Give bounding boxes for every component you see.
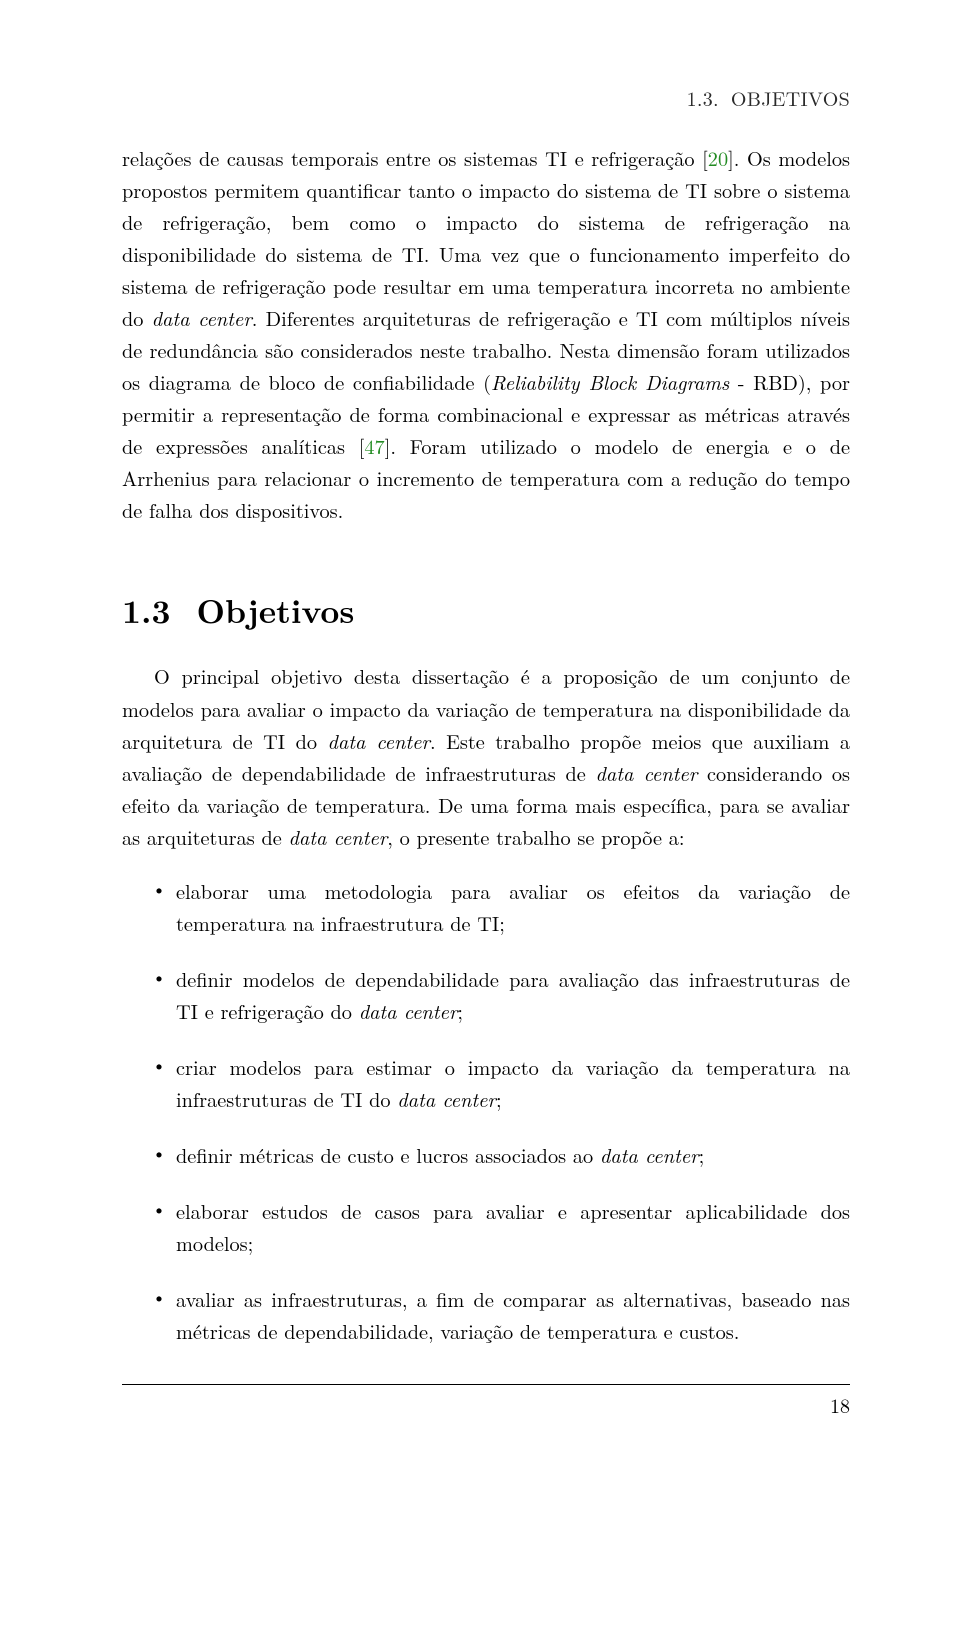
body-paragraph: relações de causas temporais entre os si… [122, 142, 850, 527]
text-fragment: elaborar estudos de casos para avaliar e… [176, 1196, 850, 1257]
italic-term: data center [328, 726, 430, 755]
list-item: criar modelos para estimar o impacto da … [158, 1051, 850, 1115]
page-number: 18 [122, 1389, 850, 1421]
text-fragment: ; [699, 1140, 705, 1169]
objectives-list: elaborar uma metodologia para avaliar os… [122, 875, 850, 1348]
italic-term: data center [397, 1084, 496, 1113]
text-fragment: relações de causas temporais entre os si… [122, 143, 708, 172]
italic-term: data center [152, 303, 252, 332]
text-fragment: , o presente trabalho se propõe a: [387, 822, 684, 851]
section-heading: 1.3Objetivos [122, 584, 850, 636]
section-title: Objetivos [196, 586, 354, 633]
running-header: 1.3. OBJETIVOS [122, 82, 850, 114]
citation-link[interactable]: 47 [364, 431, 384, 460]
list-item: elaborar estudos de casos para avaliar e… [158, 1195, 850, 1259]
italic-term: data center [359, 996, 458, 1025]
footer-rule [122, 1384, 850, 1385]
text-fragment: ; [457, 996, 463, 1025]
text-fragment: definir modelos de dependabilidade para … [176, 964, 850, 1025]
section-number: 1.3 [122, 586, 196, 633]
list-item: definir modelos de dependabilidade para … [158, 963, 850, 1027]
list-item: definir métricas de custo e lucros assoc… [158, 1139, 850, 1171]
italic-term: data center [289, 822, 388, 851]
italic-term: Reliability Block Diagrams [491, 367, 729, 396]
text-fragment: criar modelos para estimar o impacto da … [176, 1052, 850, 1113]
italic-term: data center [600, 1140, 699, 1169]
list-item: avaliar as infraestruturas, a fim de com… [158, 1283, 850, 1347]
text-fragment: elaborar uma metodologia para avaliar os… [176, 876, 850, 937]
running-sec-num: 1.3. [687, 83, 719, 112]
citation-link[interactable]: 20 [708, 143, 728, 172]
text-fragment: definir métricas de custo e lucros assoc… [176, 1140, 600, 1169]
text-fragment: avaliar as infraestruturas, a fim de com… [176, 1284, 850, 1345]
section-intro-paragraph: O principal objetivo desta dissertação é… [122, 660, 850, 852]
text-fragment: ; [496, 1084, 502, 1113]
running-sec-title: OBJETIVOS [731, 83, 850, 112]
list-item: elaborar uma metodologia para avaliar os… [158, 875, 850, 939]
italic-term: data center [596, 758, 698, 787]
